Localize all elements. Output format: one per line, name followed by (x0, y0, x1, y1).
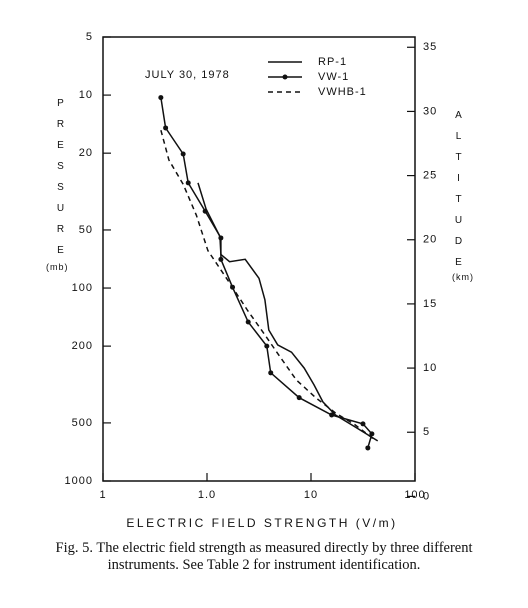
series-point (365, 445, 371, 451)
x-tick-label: 1 (99, 489, 106, 501)
legend-label: RP-1 (318, 56, 347, 68)
y2-tick-label: 25 (423, 169, 437, 181)
y2-tick-label: 20 (423, 234, 437, 246)
y-tick-label: 1000 (65, 475, 93, 487)
x-tick-label: 100 (404, 489, 425, 501)
series-point (369, 431, 375, 437)
series-point (296, 395, 302, 401)
y2-axis-label: ALTITUDE (453, 110, 464, 278)
legend-marker (282, 74, 288, 80)
y2-tick-label: 35 (423, 41, 437, 53)
series-point (218, 235, 224, 241)
series-point (180, 151, 186, 157)
x-tick-label: 10 (304, 489, 318, 501)
y-axis-unit: (mb) (46, 262, 69, 272)
series-line (160, 130, 376, 441)
series-point (264, 343, 270, 349)
y-tick-label: 50 (79, 224, 93, 236)
legend-label: VW-1 (318, 71, 349, 83)
legend-label: VWHB-1 (318, 86, 367, 98)
series-point (158, 95, 164, 101)
y2-tick-label: 15 (423, 298, 437, 310)
annotation: JULY 30, 1978 (145, 69, 230, 81)
series-point (218, 256, 224, 262)
y-tick-label: 5 (86, 31, 93, 43)
series-line (160, 97, 373, 449)
plot-frame (102, 36, 416, 482)
chart: JULY 30, 1978 ELECTRIC FIELD STRENGTH (V… (65, 31, 437, 530)
y-tick-label: 100 (72, 282, 93, 294)
y2-tick-label: 30 (423, 105, 437, 117)
y-tick-label: 10 (79, 89, 93, 101)
y2-tick-label: 0 (423, 490, 430, 502)
y-axis-label: PRESSURE (55, 98, 66, 266)
caption: Fig. 5. The electric field strength as m… (55, 540, 473, 573)
series-point (202, 208, 208, 214)
series-point (185, 180, 191, 186)
y-tick-label: 20 (79, 147, 93, 159)
y2-axis-unit: (km) (452, 272, 474, 282)
x-axis-label: ELECTRIC FIELD STRENGTH (V/m) (126, 516, 397, 530)
y-tick-label: 200 (72, 340, 93, 352)
series-point (163, 125, 169, 131)
y2-tick-label: 10 (423, 362, 437, 374)
series-point (329, 412, 335, 418)
x-tick-label: 1.0 (198, 489, 216, 501)
y2-tick-label: 5 (423, 426, 430, 438)
series-line (197, 182, 379, 442)
y-tick-label: 500 (72, 417, 93, 429)
series-point (360, 421, 366, 427)
series-point (268, 370, 274, 376)
series-point (245, 319, 251, 325)
